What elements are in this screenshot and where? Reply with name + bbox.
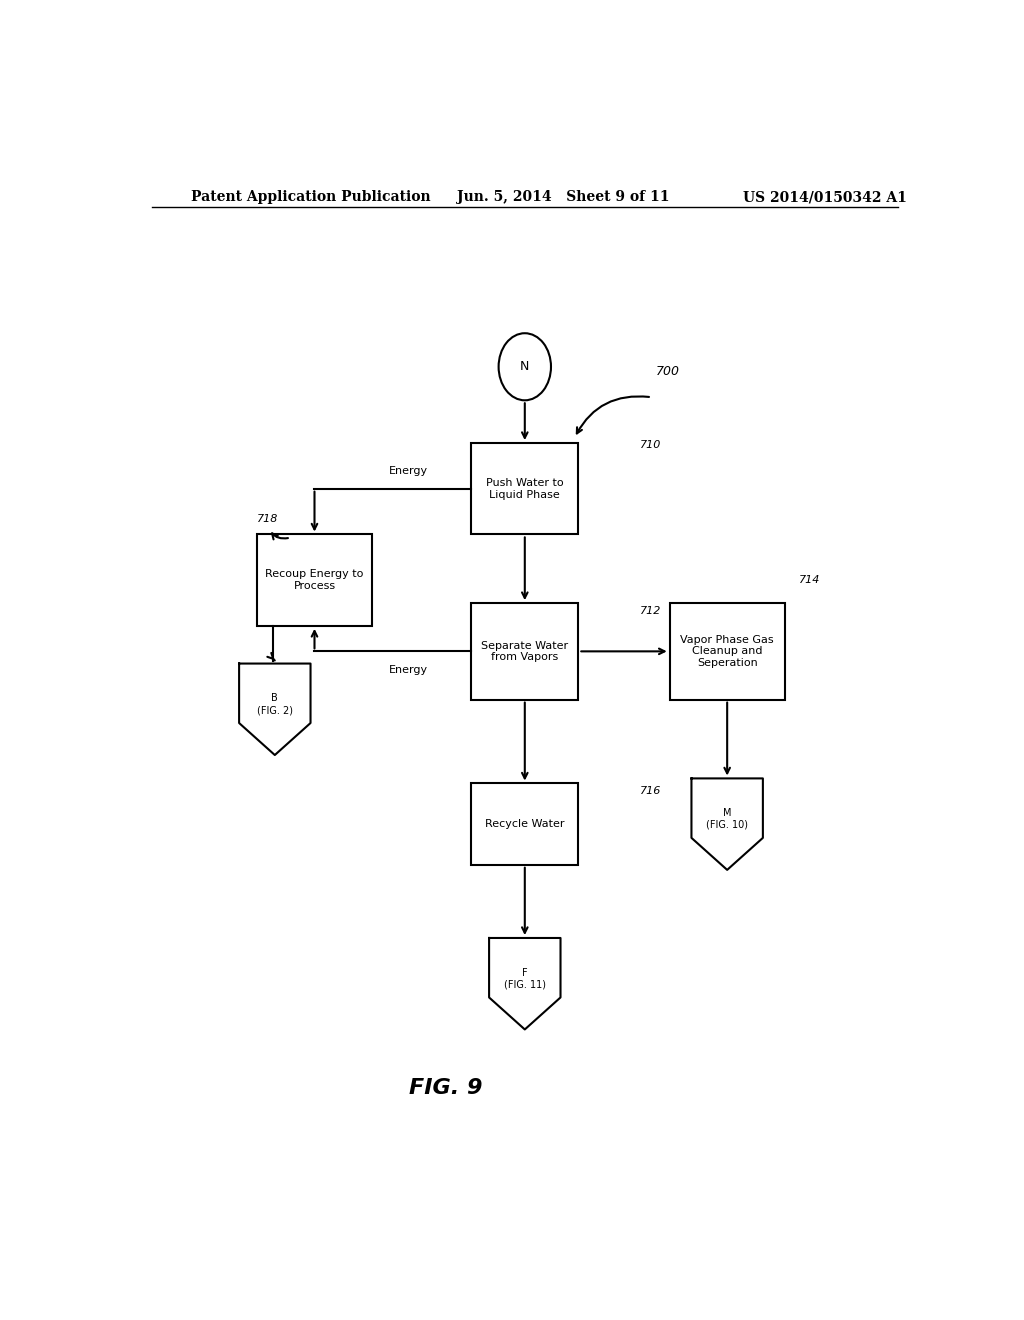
Polygon shape	[691, 779, 763, 870]
FancyBboxPatch shape	[257, 535, 372, 626]
Text: Recycle Water: Recycle Water	[485, 820, 564, 829]
Text: M
(FIG. 10): M (FIG. 10)	[707, 808, 749, 830]
FancyBboxPatch shape	[471, 784, 579, 865]
Text: Recoup Energy to
Process: Recoup Energy to Process	[265, 569, 364, 591]
Polygon shape	[489, 939, 560, 1030]
Text: 700: 700	[655, 366, 680, 379]
Text: 716: 716	[640, 785, 662, 796]
Text: Vapor Phase Gas
Cleanup and
Seperation: Vapor Phase Gas Cleanup and Seperation	[680, 635, 774, 668]
Text: 712: 712	[640, 606, 662, 615]
Text: Push Water to
Liquid Phase: Push Water to Liquid Phase	[486, 478, 563, 499]
Text: 710: 710	[640, 440, 662, 450]
Text: F
(FIG. 11): F (FIG. 11)	[504, 968, 546, 990]
FancyBboxPatch shape	[471, 444, 579, 535]
Text: 718: 718	[257, 515, 279, 524]
Text: B
(FIG. 2): B (FIG. 2)	[257, 693, 293, 715]
Polygon shape	[240, 664, 310, 755]
Text: Energy: Energy	[389, 664, 428, 675]
Text: Separate Water
from Vapors: Separate Water from Vapors	[481, 640, 568, 663]
Text: FIG. 9: FIG. 9	[409, 1078, 482, 1098]
Text: US 2014/0150342 A1: US 2014/0150342 A1	[743, 190, 907, 205]
Circle shape	[499, 333, 551, 400]
Text: 714: 714	[799, 576, 820, 585]
FancyBboxPatch shape	[471, 603, 579, 700]
FancyBboxPatch shape	[670, 603, 784, 700]
Text: Energy: Energy	[389, 466, 428, 475]
Text: Patent Application Publication: Patent Application Publication	[191, 190, 431, 205]
Text: Jun. 5, 2014   Sheet 9 of 11: Jun. 5, 2014 Sheet 9 of 11	[458, 190, 670, 205]
Text: N: N	[520, 360, 529, 374]
